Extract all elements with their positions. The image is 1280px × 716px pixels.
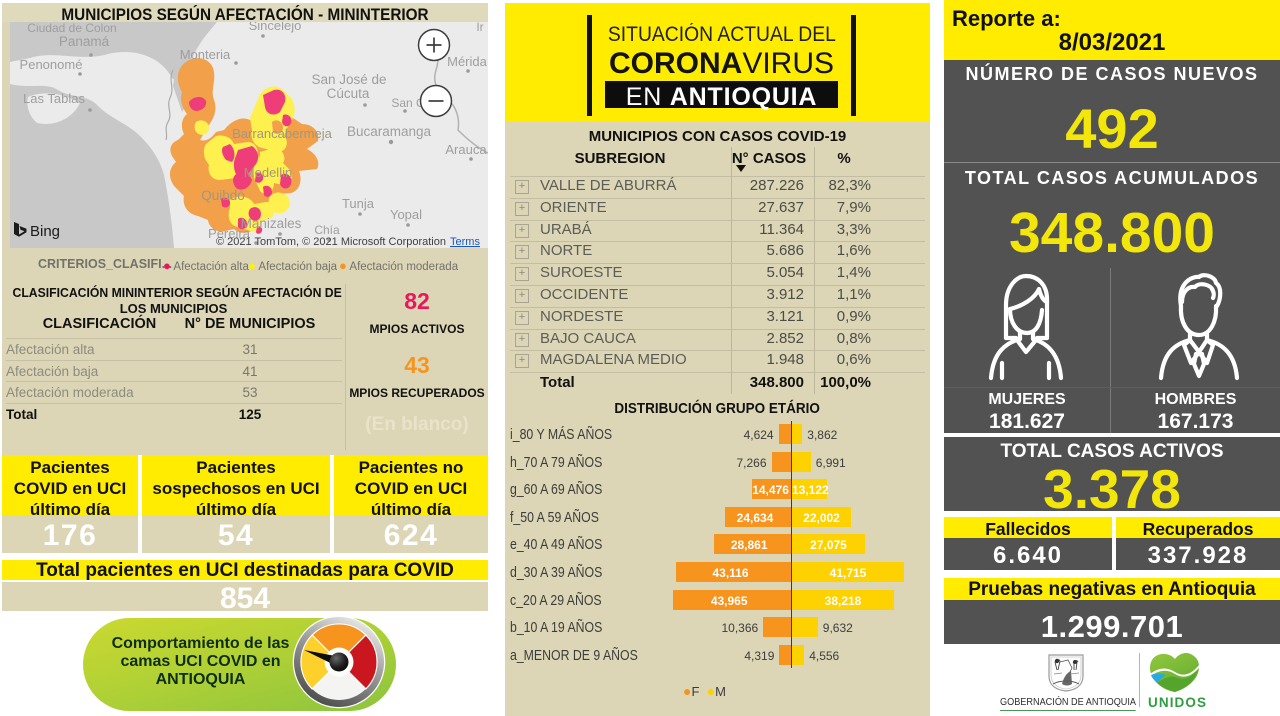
svg-text:Panamá: Panamá: [59, 34, 110, 49]
svg-text:Manizales: Manizales: [241, 216, 302, 231]
svg-text:Bing: Bing: [30, 223, 60, 240]
svg-text:Cúcuta: Cúcuta: [327, 86, 370, 101]
svg-text:Terms: Terms: [450, 236, 480, 248]
svg-text:Mérida: Mérida: [447, 54, 488, 69]
svg-text:Barrancabermeja: Barrancabermeja: [232, 126, 332, 141]
svg-text:Arauca: Arauca: [445, 142, 487, 157]
svg-text:Quibdó: Quibdó: [201, 188, 245, 203]
svg-text:San C: San C: [391, 96, 425, 110]
svg-text:Chía: Chía: [314, 223, 340, 237]
svg-text:Ciudad de Colon: Ciudad de Colon: [27, 22, 116, 35]
svg-text:Tunja: Tunja: [342, 196, 375, 211]
svg-text:Ir: Ir: [476, 22, 483, 34]
svg-text:Penonomé: Penonomé: [20, 57, 83, 72]
svg-text:Las Tablas: Las Tablas: [23, 91, 85, 106]
svg-text:© 2021 TomTom, © 2021 Microsof: © 2021 TomTom, © 2021 Microsoft Corporat…: [216, 236, 446, 248]
svg-text:Pereira: Pereira: [208, 226, 251, 241]
svg-text:Yopal: Yopal: [390, 207, 422, 222]
svg-text:San José de: San José de: [311, 72, 386, 87]
svg-text:Monteria: Monteria: [180, 47, 231, 62]
svg-text:Medellin: Medellin: [244, 165, 292, 180]
svg-text:Sincelejo: Sincelejo: [249, 22, 302, 33]
svg-text:Bucaramanga: Bucaramanga: [347, 124, 432, 139]
